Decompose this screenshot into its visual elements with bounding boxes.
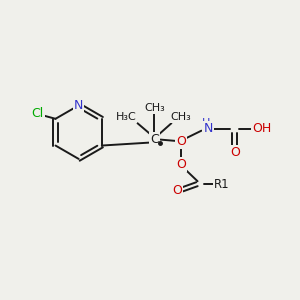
Text: CH₃: CH₃ <box>144 103 165 113</box>
Text: N: N <box>74 99 83 112</box>
Text: OH: OH <box>252 122 271 135</box>
Text: H₃C: H₃C <box>116 112 136 122</box>
Text: N: N <box>203 122 213 135</box>
Text: O: O <box>176 158 186 171</box>
Text: C: C <box>150 133 159 146</box>
Text: Cl: Cl <box>32 107 44 120</box>
Text: O: O <box>176 135 186 148</box>
Text: O: O <box>172 184 182 196</box>
Text: R1: R1 <box>214 178 229 191</box>
Text: CH₃: CH₃ <box>171 112 192 122</box>
Text: O: O <box>230 146 240 160</box>
Text: H: H <box>201 118 210 128</box>
